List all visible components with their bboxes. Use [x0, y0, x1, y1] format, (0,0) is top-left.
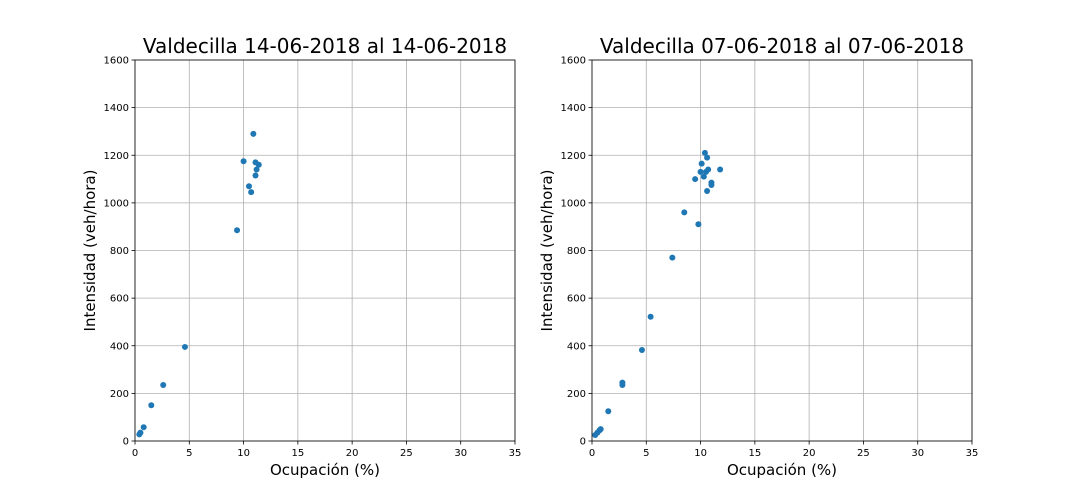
scatter-panel-right: 0 5 10 15 20 25 30 35 0 200 400 600 800 1000 1200 1400 1…: [538, 34, 978, 479]
y-tick-label: 1200: [104, 151, 129, 162]
y-tick-label: 400: [110, 341, 129, 352]
x-tick-label: 30: [911, 448, 924, 459]
data-point: [240, 158, 247, 165]
data-point: [700, 173, 707, 180]
y-tick-label: 600: [110, 294, 129, 305]
grid: [591, 59, 973, 442]
data-point: [681, 209, 688, 216]
x-tick-label: 5: [186, 448, 192, 459]
ticks: 0 5 10 15 20 25 30 35 0 200 400 600 800 1000 1200 1400 1…: [561, 56, 979, 460]
data-point: [708, 179, 715, 186]
data-point: [697, 168, 704, 175]
y-axis-label: Intensidad (veh/hora): [538, 170, 556, 332]
data-point: [140, 424, 147, 431]
data-point: [246, 183, 252, 190]
data-point: [250, 130, 257, 137]
x-tick-label: 15: [748, 448, 761, 459]
x-tick-label: 30: [454, 448, 467, 459]
data-point: [160, 382, 167, 389]
data-point: [704, 154, 711, 161]
y-tick-label: 200: [567, 389, 586, 400]
data-point: [701, 149, 708, 156]
x-tick-label: 10: [694, 448, 707, 459]
data-point: [619, 379, 626, 386]
grid: [134, 59, 516, 442]
x-tick-label: 15: [291, 448, 304, 459]
data-point: [597, 426, 604, 433]
data-point: [605, 408, 612, 415]
data-point: [234, 227, 241, 234]
y-tick-label: 1400: [561, 103, 586, 114]
y-axis-label: Intensidad (veh/hora): [81, 170, 99, 332]
data-points: [136, 130, 262, 438]
axes-frame: [591, 59, 973, 442]
y-tick-label: 1200: [561, 151, 586, 162]
data-point: [698, 160, 705, 167]
y-tick-label: 1400: [104, 103, 129, 114]
data-point: [638, 347, 645, 354]
x-tick-label: 35: [509, 448, 522, 459]
data-point: [705, 166, 712, 173]
x-tick-label: 25: [857, 448, 870, 459]
x-axis-label: Ocupación (%): [727, 461, 837, 479]
y-tick-label: 600: [567, 294, 586, 305]
chart-title: Valdecilla 07-06-2018 al 07-06-2018: [600, 34, 964, 58]
y-tick-label: 400: [567, 341, 586, 352]
data-point: [248, 189, 255, 196]
axes-frame: [134, 59, 516, 442]
data-point: [255, 161, 262, 168]
x-tick-label: 20: [803, 448, 816, 459]
data-point: [717, 166, 724, 173]
x-tick-label: 0: [132, 448, 138, 459]
y-tick-label: 800: [567, 246, 586, 257]
ticks: 0 5 10 15 20 25 30 35 0 200 400 600 800 1000 1200 1400 1…: [104, 56, 522, 460]
data-point: [647, 313, 654, 320]
data-point: [148, 402, 155, 409]
data-point: [253, 166, 260, 173]
x-tick-label: 0: [589, 448, 595, 459]
y-tick-label: 0: [123, 437, 129, 448]
data-points: [592, 149, 724, 439]
x-tick-label: 25: [400, 448, 413, 459]
y-tick-label: 1600: [561, 56, 586, 67]
scatter-panel-left: 0 5 10 15 20 25 30 35 0 200 400 600 800 1000 1200 1400 1…: [81, 34, 521, 479]
data-point: [695, 221, 702, 228]
x-tick-label: 20: [346, 448, 359, 459]
y-tick-label: 200: [110, 389, 129, 400]
y-tick-label: 1000: [104, 198, 129, 209]
data-point: [137, 429, 144, 436]
y-tick-label: 0: [580, 437, 586, 448]
x-tick-label: 35: [966, 448, 979, 459]
data-point: [252, 172, 259, 179]
x-tick-label: 5: [643, 448, 649, 459]
x-axis-label: Ocupación (%): [270, 461, 380, 479]
y-tick-label: 1000: [561, 198, 586, 209]
x-tick-label: 10: [237, 448, 250, 459]
data-point: [692, 176, 699, 183]
data-point: [669, 254, 676, 261]
y-tick-label: 800: [110, 246, 129, 257]
y-tick-label: 1600: [104, 56, 129, 67]
data-point: [181, 343, 188, 350]
data-point: [704, 187, 711, 194]
chart-title: Valdecilla 14-06-2018 al 14-06-2018: [143, 34, 507, 58]
